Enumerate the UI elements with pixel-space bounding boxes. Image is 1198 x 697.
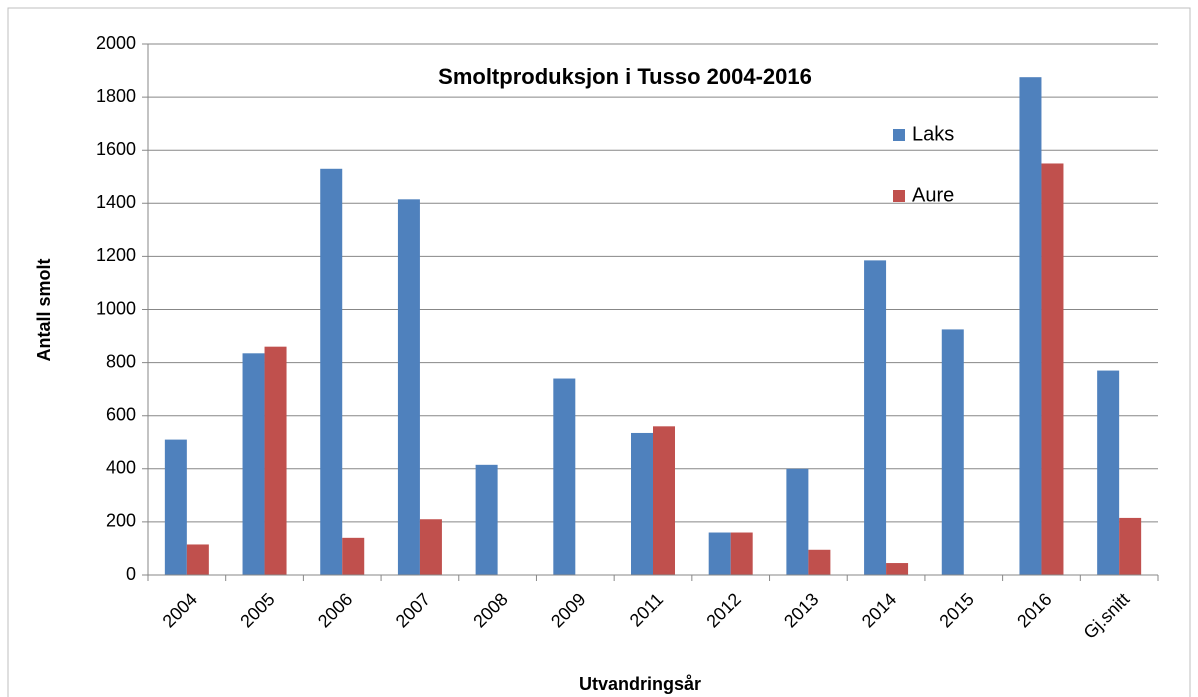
chart-title: Smoltproduksjon i Tusso 2004-2016 (438, 64, 812, 89)
legend-label: Aure (912, 184, 954, 206)
bar (730, 532, 753, 575)
bar (653, 426, 675, 575)
x-axis-title: Utvandringsår (579, 674, 701, 694)
bar (808, 549, 831, 575)
bar (242, 353, 265, 575)
y-tick-label: 1000 (96, 298, 136, 318)
bar (475, 464, 498, 575)
bar (1041, 163, 1064, 575)
y-tick-label: 1800 (96, 86, 136, 106)
bar (342, 537, 365, 575)
bar (553, 378, 576, 575)
bar (1119, 517, 1142, 575)
bar (264, 346, 287, 575)
bar (786, 468, 809, 575)
y-tick-label: 200 (106, 511, 136, 531)
y-tick-label: 1200 (96, 245, 136, 265)
y-tick-label: 800 (106, 351, 136, 371)
bar (397, 199, 420, 575)
bar (631, 432, 653, 575)
bar (1097, 370, 1120, 575)
y-tick-label: 400 (106, 458, 136, 478)
y-axis-title: Antall smolt (34, 258, 54, 361)
y-tick-label: 2000 (96, 33, 136, 53)
y-tick-label: 1600 (96, 139, 136, 159)
bar (419, 519, 442, 575)
bar (186, 544, 209, 575)
legend-swatch (893, 190, 905, 202)
bar (708, 532, 731, 575)
bar (164, 439, 187, 575)
y-tick-label: 0 (126, 564, 136, 584)
legend-swatch (893, 129, 905, 141)
bar (320, 168, 343, 575)
chart-frame (7, 7, 1191, 697)
bar (1019, 77, 1042, 575)
y-tick-label: 1400 (96, 192, 136, 212)
y-tick-label: 600 (106, 404, 136, 424)
legend-label: Laks (912, 123, 954, 145)
bar (886, 563, 909, 575)
bar (864, 260, 887, 575)
bar (941, 329, 964, 575)
